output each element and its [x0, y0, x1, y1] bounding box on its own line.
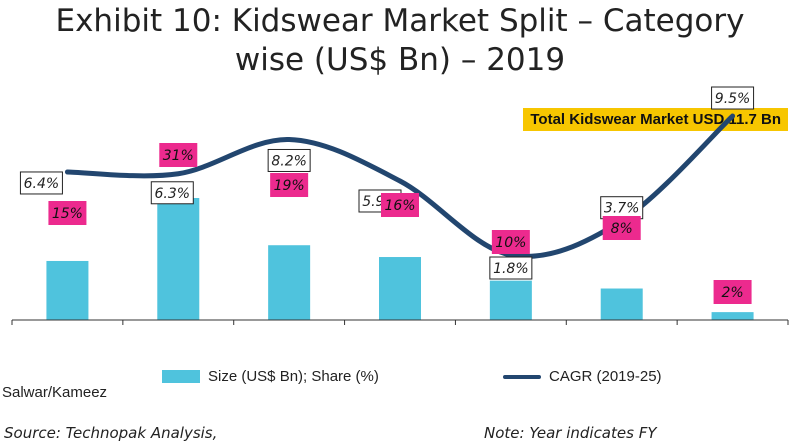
category-label: Salwar/Kameez — [2, 384, 108, 401]
cagr-label-text: 3.7% — [604, 201, 640, 217]
cagr-label-text: 1.8% — [493, 261, 529, 277]
size-bar-5 — [489, 280, 532, 320]
size-bar-4 — [379, 257, 421, 320]
share-label-box — [491, 230, 530, 254]
fy-note: Note: Year indicates FY — [484, 424, 657, 442]
size-bar-6 — [600, 288, 643, 320]
chart-title: Exhibit 10: Kidswear Market Split – Cate… — [0, 2, 800, 80]
size-bar-7 — [711, 312, 754, 320]
cagr-label-box — [267, 148, 311, 172]
cagr-data-label-2: 6.3% — [150, 181, 194, 205]
legend-cagr: CAGR (2019-25) — [503, 368, 662, 385]
size-bar-3 — [268, 245, 311, 320]
cagr-label-text: 6.3% — [154, 186, 190, 202]
share-label-text: 2% — [721, 285, 743, 301]
share-data-label-5: 10% — [491, 230, 530, 254]
chart-title-line-1: Exhibit 10: Kidswear Market Split – Cate… — [55, 3, 745, 39]
share-label-text: 16% — [384, 198, 415, 214]
cagr-data-label-7: 9.5% — [711, 86, 755, 110]
cagr-label-text: 8.2% — [271, 153, 307, 169]
share-data-label-1: 15% — [48, 201, 87, 225]
cagr-data-label-1: 6.4% — [19, 171, 63, 195]
share-label-text: 10% — [495, 235, 526, 251]
cagr-label-text: 6.4% — [24, 176, 60, 192]
legend-size-share: Size (US$ Bn); Share (%) — [162, 368, 379, 385]
cagr-label-box — [489, 256, 533, 280]
share-label-box — [48, 201, 87, 225]
cagr-label-box — [711, 86, 755, 110]
share-label-box — [159, 143, 198, 167]
share-data-label-4: 16% — [381, 193, 419, 217]
share-data-label-7: 2% — [713, 280, 752, 304]
share-label-box — [713, 280, 752, 304]
chart-title-line-2: wise (US$ Bn) – 2019 — [234, 42, 566, 78]
cagr-data-label-6: 3.7% — [600, 196, 644, 220]
cagr-data-label-3: 8.2% — [267, 148, 311, 172]
share-label-text: 8% — [611, 221, 633, 237]
cagr-label-text: 9.5% — [715, 91, 751, 107]
legend-line-swatch — [503, 374, 541, 379]
cagr-label-box — [150, 181, 194, 205]
share-data-label-2: 31% — [159, 143, 198, 167]
share-data-label-3: 19% — [270, 173, 309, 197]
legend-line-label: CAGR (2019-25) — [549, 368, 662, 385]
share-data-label-6: 8% — [602, 216, 641, 240]
legend-bar-label: Size (US$ Bn); Share (%) — [208, 368, 379, 385]
size-bar-2 — [157, 198, 200, 320]
size-bar-1 — [46, 260, 89, 320]
share-label-box — [270, 173, 309, 197]
share-label-text: 19% — [274, 178, 305, 194]
legend-bar-swatch — [162, 370, 200, 383]
share-label-box — [381, 193, 419, 217]
cagr-label-box — [19, 171, 63, 195]
share-label-box — [602, 216, 641, 240]
source-note: Source: Technopak Analysis, — [4, 424, 218, 442]
share-label-text: 15% — [52, 206, 83, 222]
cagr-data-label-5: 1.8% — [489, 256, 533, 280]
share-label-text: 31% — [163, 148, 194, 164]
